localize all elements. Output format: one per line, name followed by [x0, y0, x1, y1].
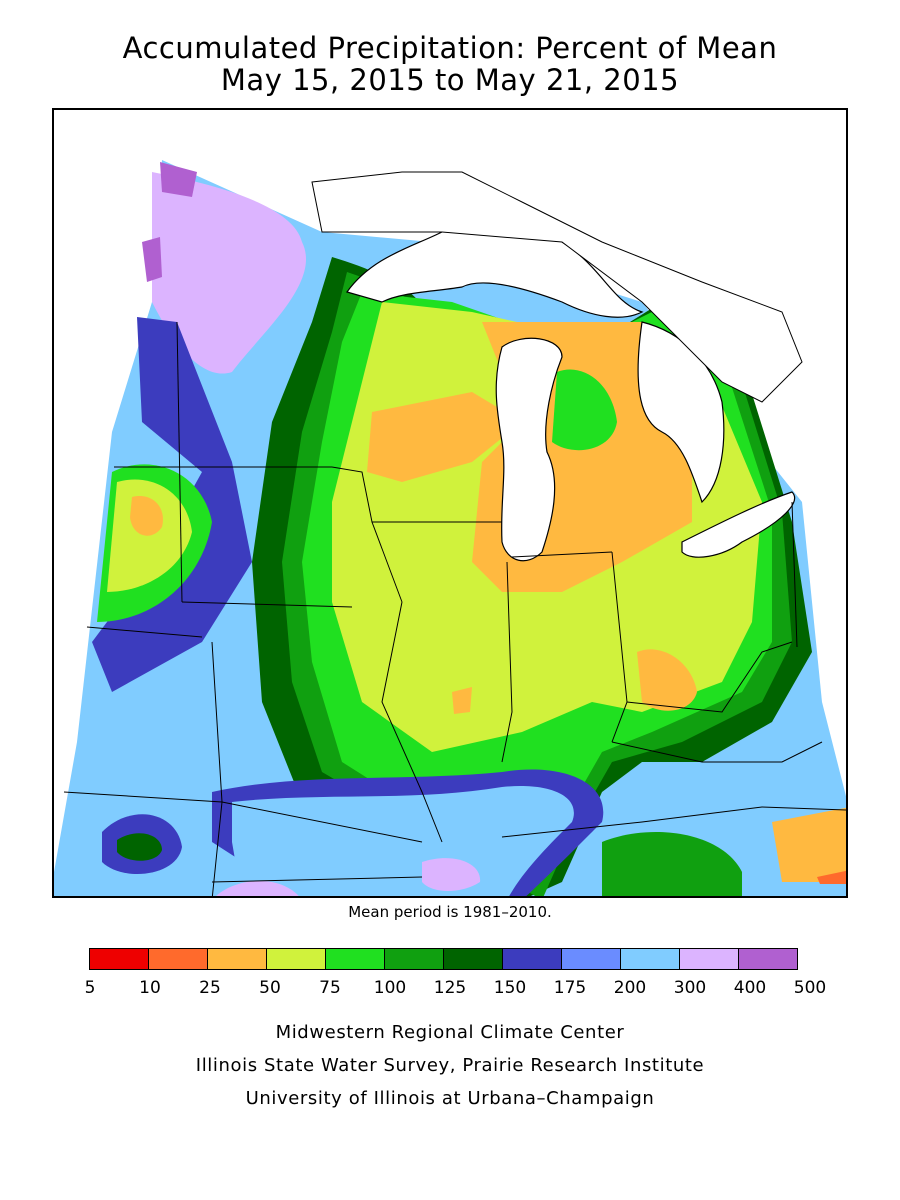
legend-tick-label: 400 — [733, 978, 767, 998]
region-sw-150 — [117, 833, 162, 861]
region-west-400 — [152, 172, 306, 374]
legend-tick-label: 150 — [493, 978, 527, 998]
region-ohio-50 — [637, 649, 697, 711]
mean-period-note: Mean period is 1981–2010. — [348, 903, 552, 921]
legend-tick-label: 25 — [199, 978, 221, 998]
map-title: Accumulated Precipitation: Percent of Me… — [122, 31, 778, 65]
region-east-50 — [772, 807, 846, 882]
region-south-300 — [232, 786, 574, 896]
region-west-500 — [160, 162, 197, 197]
legend-tick-label: 10 — [139, 978, 161, 998]
canada-north — [311, 171, 803, 403]
lake-michigan — [495, 337, 563, 562]
region-se-125 — [602, 832, 742, 896]
legend-swatch — [207, 948, 267, 970]
legend-swatch — [561, 948, 621, 970]
region-wisconsin-50 — [367, 392, 522, 482]
legend-tick-label: 125 — [433, 978, 467, 998]
legend-swatch — [266, 948, 326, 970]
legend-swatch — [148, 948, 208, 970]
legend-tick-label: 500 — [793, 978, 827, 998]
credit-mrcc: Midwestern Regional Climate Center — [275, 1022, 625, 1043]
legend-tick-label: 175 — [553, 978, 587, 998]
region-sw-400 — [216, 880, 299, 896]
legend-swatch — [384, 948, 444, 970]
map-canvas — [54, 160, 846, 896]
region-west-50 — [130, 496, 163, 536]
region-south-400 — [422, 858, 481, 891]
region-indiana-50 — [452, 687, 472, 714]
credit-isws: Illinois State Water Survey, Prairie Res… — [195, 1055, 705, 1076]
legend-swatch — [443, 948, 503, 970]
credit-uiuc: University of Illinois at Urbana–Champai… — [245, 1088, 655, 1109]
region-west-75 — [107, 479, 192, 592]
region-west-500b — [142, 237, 162, 282]
legend-tick-label: 5 — [84, 978, 96, 998]
legend-tick-label: 100 — [373, 978, 407, 998]
legend-swatch — [738, 948, 798, 970]
legend-tick-label: 300 — [673, 978, 707, 998]
region-east-10 — [817, 870, 846, 884]
region-nmich-100 — [552, 369, 617, 451]
legend-swatch — [89, 948, 149, 970]
lake-erie — [681, 491, 796, 558]
legend-swatch — [502, 948, 562, 970]
legend-swatch — [620, 948, 680, 970]
legend-swatch — [679, 948, 739, 970]
legend-tick-label: 75 — [319, 978, 341, 998]
legend-color-bar — [89, 948, 798, 970]
state-borders — [63, 321, 846, 896]
legend-tick-label: 50 — [259, 978, 281, 998]
legend-swatch — [325, 948, 385, 970]
precipitation-map — [52, 108, 848, 898]
legend-tick-label: 200 — [613, 978, 647, 998]
map-date-range: May 15, 2015 to May 21, 2015 — [220, 63, 680, 97]
